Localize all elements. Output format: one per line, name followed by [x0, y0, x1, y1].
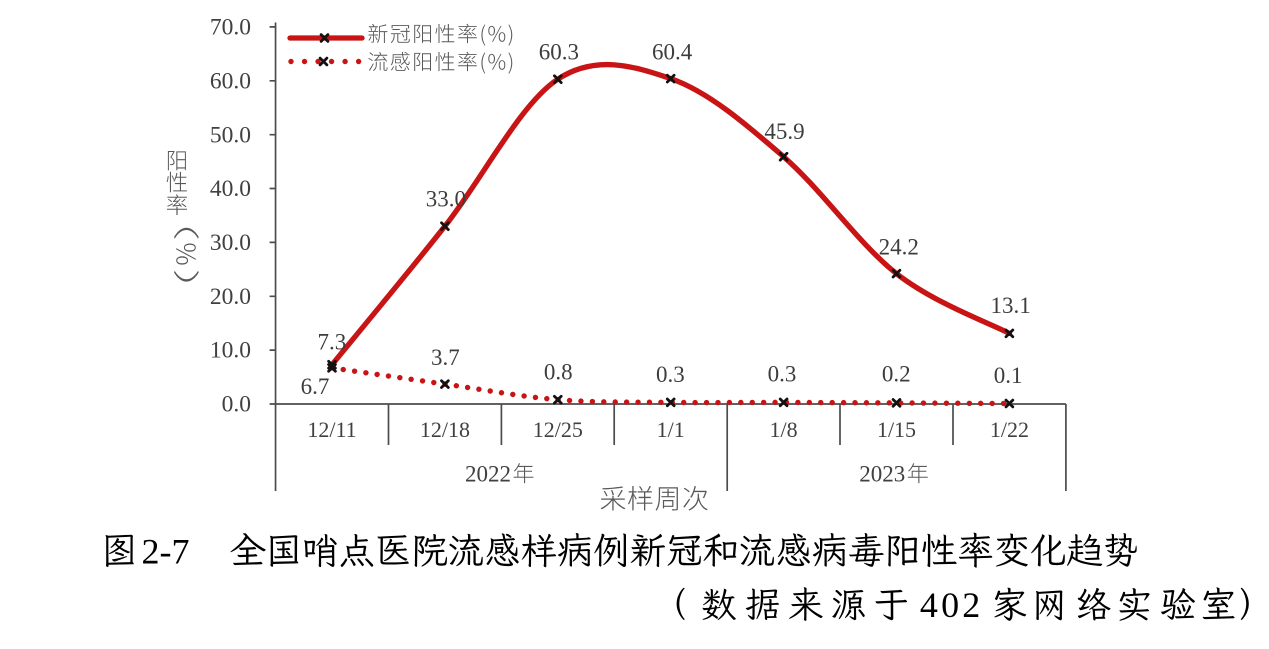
svg-text:70.0: 70.0 [210, 15, 251, 41]
svg-text:60.3: 60.3 [539, 40, 579, 65]
svg-text:1/15: 1/15 [877, 417, 916, 442]
svg-text:12/11: 12/11 [307, 417, 356, 442]
svg-text:12/25: 12/25 [533, 417, 583, 442]
svg-text:30.0: 30.0 [210, 230, 251, 256]
svg-text:60.4: 60.4 [652, 40, 693, 65]
svg-text:20.0: 20.0 [210, 284, 251, 310]
svg-text:33.0: 33.0 [426, 187, 466, 212]
svg-text:0.0: 0.0 [222, 392, 251, 418]
svg-text:2-7: 2-7 [142, 531, 190, 571]
svg-text:60.0: 60.0 [210, 68, 251, 94]
svg-text:1/22: 1/22 [990, 417, 1029, 442]
svg-text:0.1: 0.1 [994, 363, 1023, 388]
svg-text:0.8: 0.8 [544, 359, 573, 384]
svg-text:10.0: 10.0 [210, 338, 251, 364]
svg-text:0.2: 0.2 [882, 361, 911, 386]
svg-text:3.7: 3.7 [431, 345, 460, 370]
svg-text:0.3: 0.3 [656, 362, 685, 387]
svg-text:2023: 2023 [859, 462, 905, 487]
svg-text:7.3: 7.3 [318, 330, 347, 355]
svg-text:6.7: 6.7 [301, 374, 330, 399]
svg-text:1/1: 1/1 [657, 417, 685, 442]
svg-text:45.9: 45.9 [764, 119, 804, 144]
svg-text:24.2: 24.2 [879, 235, 919, 260]
svg-text:402: 402 [920, 585, 984, 625]
svg-text:2022: 2022 [465, 462, 511, 487]
svg-text:1/8: 1/8 [770, 417, 798, 442]
svg-text:50.0: 50.0 [210, 122, 251, 148]
svg-text:12/18: 12/18 [420, 417, 470, 442]
svg-text:40.0: 40.0 [210, 176, 251, 202]
svg-text:0.3: 0.3 [768, 361, 797, 386]
svg-text:13.1: 13.1 [990, 293, 1030, 318]
